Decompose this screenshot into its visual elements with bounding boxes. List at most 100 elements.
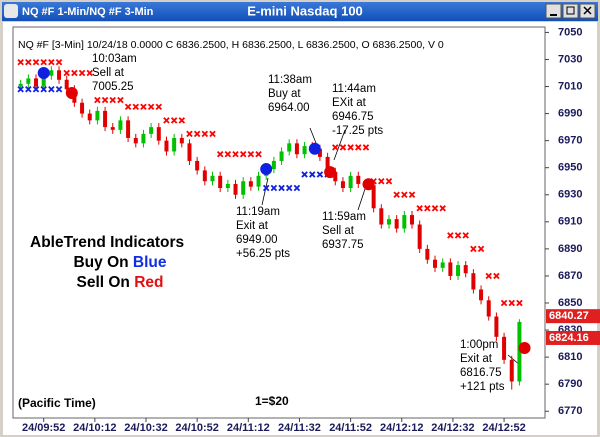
annotation-line: 11:19am	[236, 206, 280, 218]
stop-marker	[48, 85, 55, 93]
candle-body	[486, 300, 491, 317]
annotation-line: 10:03am	[92, 53, 137, 65]
window-buttons[interactable]	[545, 3, 596, 19]
candle-body	[118, 120, 123, 130]
stop-marker	[63, 69, 70, 77]
y-tick-label: 6850	[558, 297, 582, 309]
candle-body	[95, 110, 100, 121]
legend-buy: Buy On Blue	[73, 254, 166, 271]
annotation-line: 6964.00	[268, 102, 310, 114]
annotation-line: 7005.25	[92, 81, 134, 93]
stop-marker	[316, 171, 324, 178]
stop-marker	[424, 205, 431, 212]
stop-marker	[32, 58, 40, 66]
stop-marker	[247, 150, 255, 158]
title-bar	[2, 2, 598, 21]
legend-buy-text: Buy On	[73, 254, 128, 271]
stop-marker	[109, 96, 116, 104]
candle-body	[333, 171, 338, 182]
y-tick-label: 6970	[558, 135, 582, 147]
candle-body	[379, 208, 384, 225]
price-label: 6824.16	[549, 332, 589, 344]
stop-marker	[32, 85, 40, 93]
candle-body	[256, 175, 261, 187]
annotation-line: 11:44am	[332, 83, 376, 95]
signal-dot	[65, 86, 78, 99]
y-tick-label: 7010	[558, 80, 582, 92]
candle-body	[241, 181, 246, 195]
stop-marker	[493, 272, 500, 280]
candle-body	[471, 273, 476, 290]
signal-dot	[308, 142, 321, 155]
stop-marker	[378, 177, 385, 185]
stop-marker	[178, 117, 186, 124]
legend-sell-text: Sell On	[76, 274, 129, 291]
window-left-title: NQ #F 1-Min/NQ #F 3-Min	[22, 6, 154, 18]
candle-body	[141, 133, 146, 144]
stop-marker	[209, 130, 216, 138]
y-tick-label: 6950	[558, 162, 582, 174]
close-glyph	[583, 6, 592, 15]
stop-marker	[362, 144, 370, 151]
stop-marker	[40, 58, 47, 66]
maximize-button[interactable]	[562, 3, 579, 19]
stop-marker	[278, 184, 285, 192]
y-tick-label: 6870	[558, 270, 582, 282]
annotation-line: -17.25 pts	[332, 125, 383, 137]
annotation-line: Sell at	[92, 67, 125, 79]
stop-marker	[101, 96, 109, 104]
candle-body	[502, 336, 507, 360]
candle-body	[34, 78, 39, 87]
candle-body	[26, 78, 31, 84]
stop-marker	[193, 130, 201, 138]
y-tick-label: 7050	[558, 26, 582, 38]
legend-sell-color: Red	[134, 274, 163, 291]
annotation-line: 11:59am	[322, 211, 366, 223]
maximize-glyph	[566, 6, 575, 15]
point-value-note: 1=$20	[255, 394, 289, 408]
stop-marker	[140, 103, 147, 111]
stop-marker	[17, 58, 24, 66]
candle-body	[133, 137, 138, 144]
stop-marker	[347, 144, 354, 151]
stop-marker	[255, 150, 262, 158]
candle-body	[126, 120, 131, 138]
stop-marker	[117, 96, 124, 104]
annotation-line: 1:00pm	[460, 339, 498, 351]
candle-body	[233, 183, 238, 195]
candle-body	[156, 127, 161, 141]
minimize-button[interactable]	[545, 3, 562, 19]
annotation-line: Exit at	[236, 220, 269, 232]
stop-marker	[239, 150, 247, 158]
stop-marker	[147, 103, 155, 111]
stop-marker	[17, 85, 24, 93]
annotation-line: 6946.75	[332, 111, 374, 123]
stop-marker	[216, 150, 224, 158]
annotation-line: +121 pts	[460, 381, 505, 393]
candle-body	[41, 75, 46, 87]
y-tick-label: 7030	[558, 53, 582, 65]
annotation-line: Exit at	[460, 353, 493, 365]
candle-body	[356, 175, 361, 184]
annotation-line: 6949.00	[236, 234, 278, 246]
stop-marker	[408, 191, 416, 199]
stop-marker	[71, 69, 78, 77]
candle-body	[110, 127, 115, 130]
annotation-line: 11:38am	[268, 74, 312, 86]
legend-buy-color: Blue	[133, 254, 167, 271]
y-tick-label: 6790	[558, 378, 582, 390]
stop-marker	[285, 184, 293, 192]
candle-body	[164, 140, 169, 152]
x-tick-label: 24/11:32	[278, 422, 321, 434]
candle-body	[294, 143, 299, 155]
candle-body	[18, 83, 23, 87]
window-icon	[4, 4, 18, 18]
stop-marker	[170, 117, 178, 124]
stop-marker	[393, 191, 400, 199]
y-tick-label: 6930	[558, 189, 582, 201]
stop-marker	[416, 205, 423, 212]
timezone-note: (Pacific Time)	[18, 396, 96, 410]
stop-marker	[500, 299, 508, 307]
signal-dot	[324, 166, 337, 179]
x-tick-label: 24/11:12	[227, 422, 270, 434]
